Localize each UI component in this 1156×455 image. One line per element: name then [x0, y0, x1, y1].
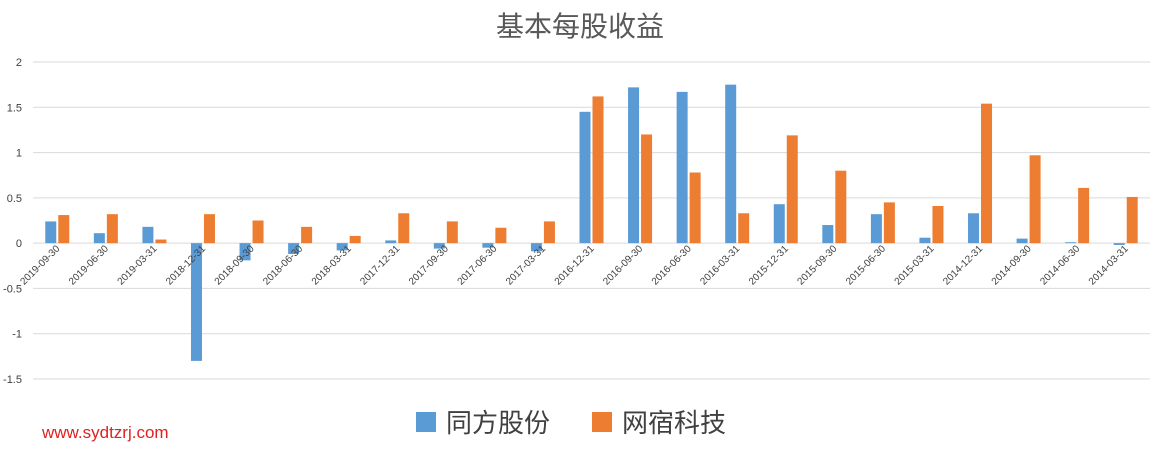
x-tick-label: 2018-06-30 [261, 243, 305, 287]
bar [482, 243, 494, 248]
bar [45, 221, 57, 244]
bar [919, 237, 931, 244]
bar [239, 243, 251, 261]
bar [883, 202, 895, 244]
bar [385, 240, 397, 244]
y-tick-label: 0.5 [7, 193, 22, 205]
x-tick-label: 2015-06-30 [844, 243, 888, 287]
bar [433, 243, 445, 249]
x-tick-label: 2016-12-31 [553, 243, 597, 287]
x-tick-label: 2015-09-30 [795, 243, 839, 287]
legend-label: 同方股份 [446, 409, 550, 439]
y-tick-label: -0.5 [3, 283, 22, 295]
watermark-text: www.sydtzrj.com [42, 423, 169, 442]
bar [142, 226, 154, 244]
x-tick-label: 2014-12-31 [941, 243, 985, 287]
bar [738, 213, 750, 244]
y-axis-ticks: 2 1.5 1 0.5 0 -0.5 -1 -1.5 [3, 57, 22, 386]
y-tick-label: 1.5 [7, 102, 22, 114]
gridlines [33, 61, 1150, 380]
x-tick-label: 2017-06-30 [456, 243, 500, 287]
y-tick-label: 0 [16, 238, 22, 250]
y-tick-label: -1 [12, 329, 22, 341]
legend-swatch [592, 412, 612, 432]
bar [495, 227, 507, 244]
x-tick-label: 2015-03-31 [893, 243, 937, 287]
chart-title: 基本每股收益 [496, 10, 664, 43]
bar [676, 91, 688, 244]
bar [592, 96, 604, 244]
x-tick-label: 2016-06-30 [650, 243, 694, 287]
bar [1078, 187, 1090, 244]
bar [155, 239, 167, 244]
bar [301, 226, 313, 244]
x-tick-label: 2019-03-31 [116, 243, 160, 287]
bar [835, 170, 847, 244]
bar [725, 84, 737, 244]
bar [786, 135, 798, 244]
bar [1113, 243, 1125, 245]
x-tick-label: 2017-03-31 [504, 243, 548, 287]
y-tick-label: 1 [16, 148, 22, 160]
bar [870, 214, 882, 244]
bar [530, 243, 542, 252]
bar [190, 243, 202, 361]
bar [968, 213, 980, 244]
x-tick-label: 2018-09-30 [213, 243, 257, 287]
x-axis-ticks: 2019-09-30 2019-06-30 2019-03-31 2018-12-31… [18, 243, 1131, 287]
bar [822, 225, 834, 244]
legend: 同方股份 网宿科技 [416, 409, 726, 439]
bar [1029, 155, 1041, 244]
bar [689, 172, 701, 244]
bar [288, 243, 300, 255]
bar [93, 233, 105, 244]
bar [398, 213, 410, 244]
x-tick-label: 2016-03-31 [698, 243, 742, 287]
legend-swatch [416, 412, 436, 432]
bar [349, 235, 361, 244]
bar [1016, 238, 1028, 244]
x-tick-label: 2014-06-30 [1038, 243, 1082, 287]
x-tick-label: 2019-06-30 [67, 243, 111, 287]
y-tick-label: -1.5 [3, 374, 22, 386]
legend-label: 网宿科技 [622, 409, 726, 439]
bar [932, 206, 944, 244]
x-tick-label: 2018-03-31 [310, 243, 354, 287]
bar [446, 221, 458, 244]
x-tick-label: 2015-12-31 [747, 243, 791, 287]
x-tick-label: 2014-03-31 [1087, 243, 1131, 287]
x-tick-label: 2017-09-30 [407, 243, 451, 287]
bar [106, 214, 118, 244]
bar [252, 220, 264, 244]
bar [1065, 242, 1077, 244]
bar [58, 215, 70, 244]
bar [773, 204, 785, 244]
y-tick-label: 2 [16, 57, 22, 69]
bar [641, 134, 653, 244]
x-tick-label: 2014-09-30 [990, 243, 1034, 287]
bar [203, 214, 215, 244]
x-tick-label: 2019-09-30 [18, 243, 62, 287]
bar [579, 111, 591, 244]
bar [336, 243, 348, 251]
bars [45, 84, 1138, 361]
bar [543, 221, 555, 244]
x-tick-label: 2017-12-31 [358, 243, 402, 287]
bar [628, 87, 640, 244]
bar [981, 103, 993, 244]
x-tick-label: 2016-09-30 [601, 243, 645, 287]
bar [1126, 196, 1138, 244]
